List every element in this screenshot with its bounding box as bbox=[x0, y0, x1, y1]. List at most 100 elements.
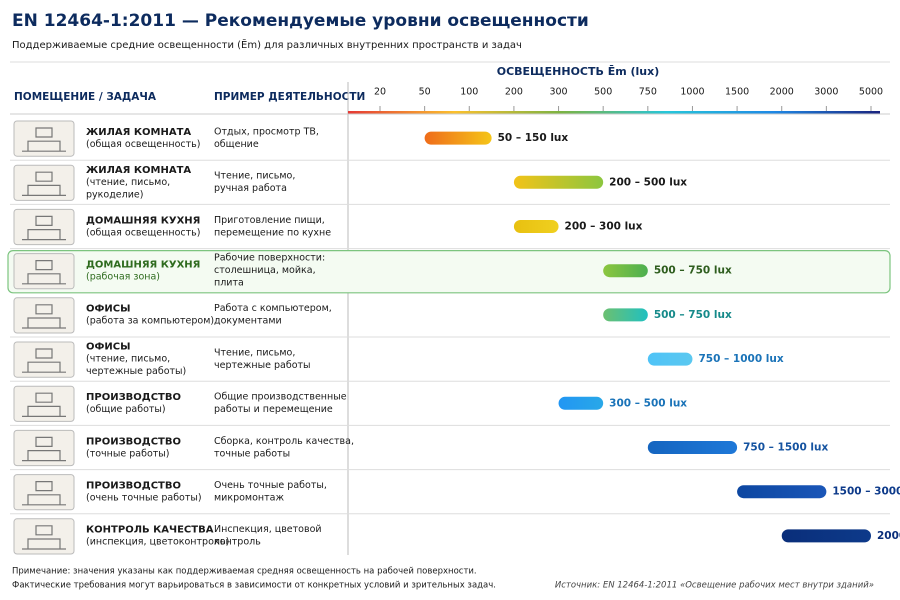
x-tick-label: 20 bbox=[374, 87, 386, 98]
value-label: 750 – 1000 lux bbox=[698, 353, 783, 365]
axis-line bbox=[348, 111, 880, 114]
value-label: 50 – 150 lux bbox=[498, 132, 569, 144]
room-note: рукоделие) bbox=[86, 189, 143, 200]
icon bbox=[13, 518, 75, 555]
activity: Сборка, контроль качества, bbox=[214, 436, 354, 447]
bar bbox=[737, 485, 827, 499]
icon bbox=[13, 164, 75, 201]
icon bbox=[22, 348, 66, 373]
icon bbox=[22, 436, 66, 462]
activity: плита bbox=[214, 278, 244, 289]
activity: Чтение, письмо, bbox=[214, 347, 295, 358]
activity: общение bbox=[214, 139, 259, 150]
activity: ручная работа bbox=[214, 183, 287, 194]
source: Источник: EN 12464-1:2011 «Освещение раб… bbox=[555, 581, 874, 591]
icon bbox=[13, 253, 75, 290]
bar bbox=[647, 352, 693, 366]
activity: столешница, мойка, bbox=[214, 265, 316, 276]
room-name: ОФИСЫ bbox=[86, 342, 131, 353]
activity: Общие производственные bbox=[214, 392, 347, 403]
activity: контроль bbox=[214, 537, 261, 548]
icon bbox=[22, 525, 66, 550]
activity: работы и перемещение bbox=[214, 404, 333, 415]
room-note: (инспекция, цветоконтроль) bbox=[86, 537, 229, 548]
room-name: ДОМАШНЯЯ КУХНЯ bbox=[86, 259, 200, 270]
room-note: чертежные работы) bbox=[86, 366, 186, 377]
icon bbox=[13, 297, 75, 334]
icon bbox=[13, 474, 75, 511]
activity: документами bbox=[214, 316, 282, 327]
value-label: 300 – 500 lux bbox=[609, 397, 687, 409]
activity: Чтение, письмо, bbox=[214, 171, 295, 182]
activity: Отдых, просмотр ТВ, bbox=[214, 126, 319, 137]
value-label: 200 – 300 lux bbox=[565, 221, 643, 233]
room-name: ПРОИЗВОДСТВО bbox=[86, 392, 181, 403]
room-note: (чтение, письмо, bbox=[86, 354, 170, 365]
x-tick-label: 3000 bbox=[814, 87, 838, 98]
icon bbox=[22, 392, 66, 417]
room-note: (очень точные работы) bbox=[86, 492, 202, 503]
room-header: ПОМЕЩЕНИЕ / ЗАДАЧА bbox=[14, 91, 157, 103]
bar bbox=[513, 220, 559, 233]
value-label: 1500 – 3000 lux bbox=[832, 486, 900, 498]
icon bbox=[13, 385, 75, 422]
x-tick-label: 100 bbox=[460, 87, 478, 98]
room-note: (работа за компьютером) bbox=[86, 316, 214, 327]
room-name: ОФИСЫ bbox=[86, 304, 131, 315]
value-label: 500 – 750 lux bbox=[654, 309, 732, 321]
activity-header: ПРИМЕР ДЕЯТЕЛЬНОСТИ bbox=[214, 91, 365, 103]
subtitle: Поддерживаемые средние освещенности (Ēm)… bbox=[12, 38, 522, 51]
room-name: ПРОИЗВОДСТВО bbox=[86, 480, 181, 491]
x-tick-label: 500 bbox=[594, 87, 612, 98]
activity: микромонтаж bbox=[214, 492, 284, 503]
highlight-row bbox=[7, 250, 891, 294]
icon bbox=[13, 120, 75, 157]
room-note: (чтение, письмо, bbox=[86, 177, 170, 188]
bar bbox=[513, 175, 604, 189]
bar bbox=[647, 441, 738, 454]
icon bbox=[22, 127, 66, 152]
x-tick-label: 300 bbox=[549, 87, 567, 98]
room-name: ПРОИЗВОДСТВО bbox=[86, 436, 181, 447]
room-note: (общая освещенность) bbox=[86, 139, 200, 150]
room-name: ЖИЛАЯ КОМНАТА bbox=[86, 127, 191, 138]
value-label: 500 – 750 lux bbox=[654, 265, 732, 277]
icon bbox=[22, 215, 66, 241]
activity: Рабочие поверхности: bbox=[214, 253, 325, 264]
bar bbox=[558, 396, 604, 410]
room-name: КОНТРОЛЬ КАЧЕСТВА bbox=[86, 525, 214, 536]
note: Примечание: значения указаны как поддерж… bbox=[12, 567, 477, 577]
x-tick-label: 200 bbox=[505, 87, 523, 98]
value-label: 750 – 1500 lux bbox=[743, 442, 828, 454]
icon bbox=[13, 341, 75, 378]
x-tick-label: 750 bbox=[639, 87, 657, 98]
activity: Приготовление пищи, bbox=[214, 215, 325, 226]
room-name: ДОМАШНЯЯ КУХНЯ bbox=[86, 215, 200, 226]
icon bbox=[22, 304, 66, 329]
icon bbox=[13, 208, 75, 246]
note: Фактические требования могут варьировать… bbox=[12, 581, 496, 591]
x-tick-label: 5000 bbox=[859, 87, 883, 98]
bar bbox=[781, 529, 871, 543]
room-note: (рабочая зона) bbox=[86, 271, 160, 282]
room-note: (точные работы) bbox=[86, 448, 170, 459]
icon bbox=[13, 429, 75, 467]
icon bbox=[22, 481, 66, 506]
room-name: ЖИЛАЯ КОМНАТА bbox=[86, 165, 191, 176]
bar bbox=[424, 131, 492, 145]
icon bbox=[22, 171, 66, 196]
bar bbox=[603, 308, 648, 322]
chart-title: EN 12464-1:2011 — Рекомендуемые уровни о… bbox=[12, 11, 589, 31]
room-note: (общая освещенность) bbox=[86, 227, 200, 238]
activity: Работа с компьютером, bbox=[214, 303, 332, 314]
x-tick-label: 1000 bbox=[680, 87, 704, 98]
value-label: 2000 – 5000 lux bbox=[877, 530, 900, 542]
activity: перемещение по кухне bbox=[214, 227, 331, 238]
value-label: 200 – 500 lux bbox=[609, 176, 687, 188]
x-tick-label: 2000 bbox=[770, 87, 794, 98]
activity: чертежные работы bbox=[214, 360, 311, 371]
room-note: (общие работы) bbox=[86, 404, 166, 415]
activity: Очень точные работы, bbox=[214, 480, 327, 491]
activity: Инспекция, цветовой bbox=[214, 524, 322, 535]
